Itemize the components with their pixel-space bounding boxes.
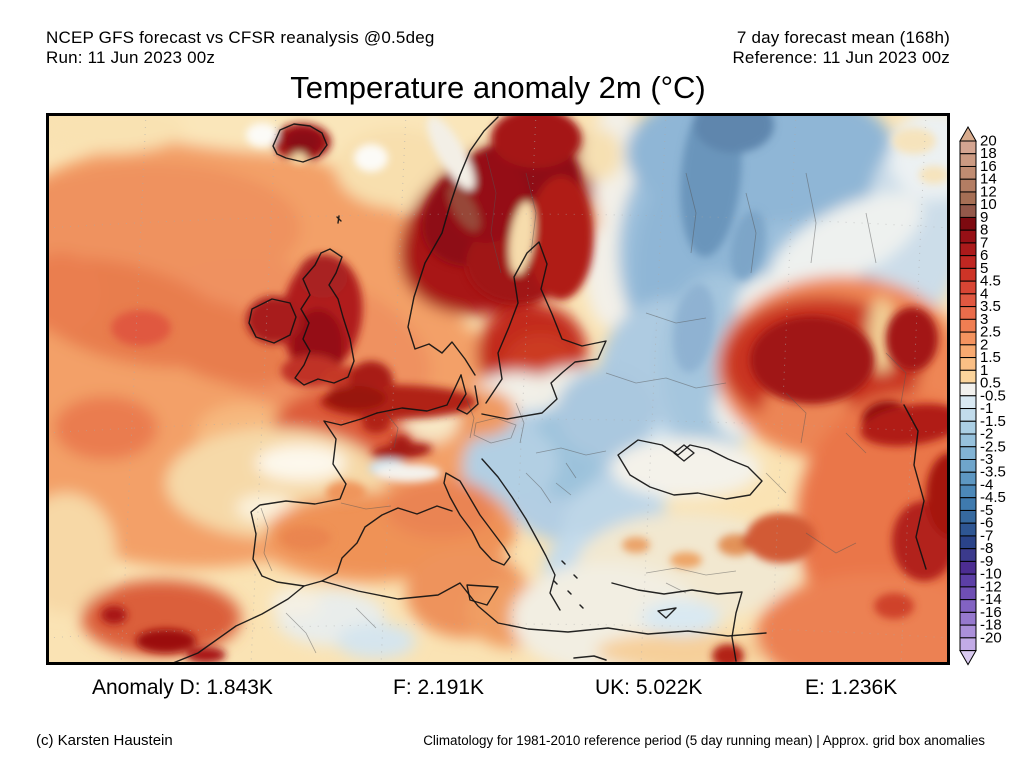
svg-text:-4.5: -4.5 [980, 489, 1006, 506]
svg-text:8: 8 [980, 222, 988, 239]
svg-text:-1.5: -1.5 [980, 413, 1006, 430]
svg-text:10: 10 [980, 196, 997, 213]
svg-text:-3.5: -3.5 [980, 464, 1006, 481]
svg-text:16: 16 [980, 158, 997, 175]
svg-text:-8: -8 [980, 540, 993, 557]
svg-text:12: 12 [980, 183, 997, 200]
svg-text:-18: -18 [980, 617, 1002, 634]
svg-text:2: 2 [980, 336, 988, 353]
svg-text:-6: -6 [980, 515, 993, 532]
svg-text:3: 3 [980, 311, 988, 328]
svg-text:-2.5: -2.5 [980, 438, 1006, 455]
svg-text:-10: -10 [980, 566, 1002, 583]
svg-text:-3: -3 [980, 451, 993, 468]
svg-text:0.5: 0.5 [980, 375, 1001, 392]
svg-text:-4: -4 [980, 476, 993, 493]
svg-text:7: 7 [980, 234, 988, 251]
svg-text:-12: -12 [980, 578, 1002, 595]
svg-text:-1: -1 [980, 400, 993, 417]
svg-text:-0.5: -0.5 [980, 387, 1006, 404]
svg-text:2.5: 2.5 [980, 324, 1001, 341]
svg-text:-5: -5 [980, 502, 993, 519]
svg-text:1.5: 1.5 [980, 349, 1001, 366]
svg-text:20: 20 [980, 133, 997, 150]
svg-text:4.5: 4.5 [980, 273, 1001, 290]
svg-text:18: 18 [980, 145, 997, 162]
svg-text:14: 14 [980, 171, 997, 188]
svg-text:6: 6 [980, 247, 988, 264]
svg-text:-9: -9 [980, 553, 993, 570]
svg-text:-16: -16 [980, 604, 1002, 621]
svg-text:-14: -14 [980, 591, 1002, 608]
svg-text:-7: -7 [980, 527, 993, 544]
svg-text:4: 4 [980, 285, 988, 302]
svg-text:-20: -20 [980, 629, 1002, 646]
svg-text:9: 9 [980, 209, 988, 226]
svg-text:1: 1 [980, 362, 988, 379]
svg-text:-2: -2 [980, 426, 993, 443]
svg-text:3.5: 3.5 [980, 298, 1001, 315]
svg-text:5: 5 [980, 260, 988, 277]
